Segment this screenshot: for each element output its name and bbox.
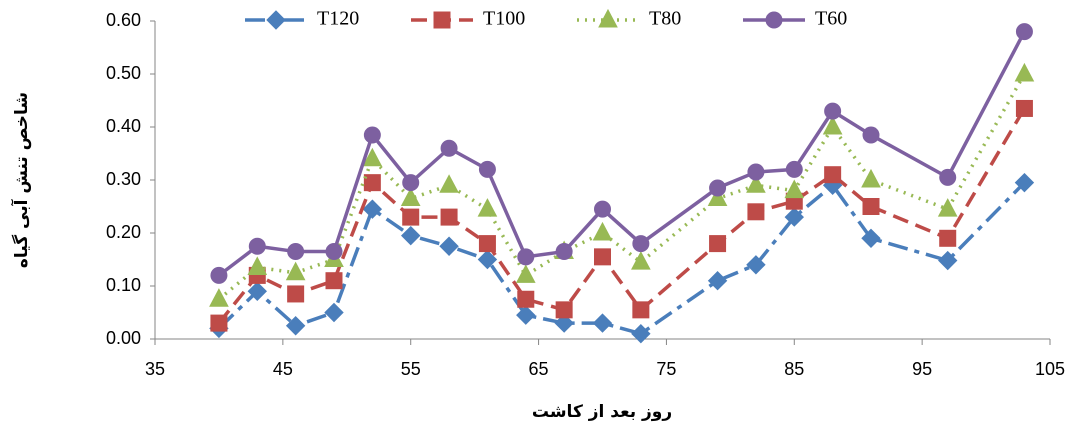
x-tick-label: 95: [912, 359, 932, 379]
data-point: [707, 187, 728, 207]
data-point: [632, 301, 650, 319]
data-point: [746, 255, 766, 275]
data-point: [362, 199, 383, 219]
data-point: [363, 126, 381, 144]
data-point: [517, 290, 535, 308]
data-point: [937, 198, 958, 217]
data-point: [709, 235, 727, 253]
data-point: [363, 174, 381, 192]
data-point: [401, 225, 421, 246]
legend-marker: [765, 11, 783, 29]
y-tick-label: 0.40: [106, 116, 141, 136]
x-tick-label: 45: [273, 359, 293, 379]
data-point: [209, 288, 229, 307]
data-point: [554, 313, 574, 333]
data-point: [747, 203, 765, 221]
data-point: [478, 160, 496, 178]
legend-label: T80: [649, 8, 681, 30]
data-point: [592, 221, 613, 241]
data-point: [517, 248, 535, 266]
data-point: [325, 272, 343, 290]
data-point: [861, 168, 881, 188]
x-tick-label: 65: [529, 359, 549, 379]
data-point: [939, 229, 957, 247]
y-tick-label: 0.10: [106, 275, 141, 295]
data-point: [861, 228, 881, 249]
data-point: [631, 251, 651, 270]
x-tick-label: 105: [1035, 359, 1065, 379]
data-point: [709, 179, 727, 197]
data-point: [747, 163, 765, 181]
data-point: [440, 208, 458, 226]
data-point: [592, 313, 613, 333]
data-point: [824, 166, 842, 184]
data-point: [784, 179, 805, 199]
data-point: [1015, 23, 1033, 41]
y-tick-label: 0.30: [106, 169, 141, 189]
data-point: [939, 168, 957, 186]
legend-marker: [266, 10, 286, 30]
data-point: [1015, 99, 1033, 117]
data-point: [631, 323, 651, 344]
data-point: [594, 248, 611, 266]
data-point: [862, 126, 880, 144]
data-point: [938, 250, 958, 271]
data-point: [477, 198, 498, 217]
data-point: [1014, 62, 1035, 82]
data-point: [746, 174, 766, 193]
data-point: [594, 200, 611, 218]
data-point: [516, 305, 536, 325]
data-point: [824, 102, 842, 120]
data-point: [862, 198, 880, 215]
data-point: [555, 301, 573, 319]
x-tick-label: 85: [784, 359, 804, 379]
data-point: [248, 237, 266, 255]
series-line: [217, 30, 1026, 277]
data-point: [247, 256, 268, 275]
data-point: [1014, 172, 1035, 193]
data-point: [324, 302, 344, 323]
data-point: [515, 264, 536, 283]
data-point: [287, 285, 305, 303]
data-point: [285, 261, 306, 281]
data-point: [402, 174, 420, 192]
data-point: [400, 187, 421, 207]
x-tick-label: 55: [401, 359, 421, 379]
data-point: [707, 270, 728, 291]
data-point: [439, 174, 459, 193]
data-point: [362, 147, 383, 167]
y-tick-label: 0.60: [106, 10, 141, 30]
data-point: [555, 243, 573, 261]
y-tick-label: 0.50: [106, 63, 141, 83]
legend-label: T100: [483, 8, 525, 30]
data-point: [287, 243, 305, 261]
legend-marker: [598, 8, 618, 28]
data-point: [210, 266, 228, 284]
data-point: [285, 316, 306, 336]
data-point: [632, 235, 650, 253]
y-tick-label: 0.00: [106, 328, 141, 348]
data-point: [439, 236, 459, 256]
legend-marker: [433, 11, 451, 29]
data-point: [247, 281, 267, 302]
legend-label: T120: [317, 8, 359, 30]
series-line: [217, 107, 1026, 325]
data-point: [210, 314, 228, 332]
data-point: [478, 235, 496, 253]
y-tick-label: 0.20: [106, 222, 141, 242]
y-axis-title: شاخص تنش آبی گیاه: [10, 92, 32, 268]
data-point: [325, 243, 343, 261]
x-tick-label: 35: [145, 359, 165, 379]
x-tick-label: 75: [656, 359, 676, 379]
data-point: [784, 207, 804, 227]
data-point: [477, 249, 498, 270]
legend-label: T60: [815, 8, 847, 30]
data-point: [402, 208, 420, 226]
data-point: [822, 115, 843, 135]
x-axis-title: روز بعد از کاشت: [532, 402, 672, 422]
data-point: [785, 160, 803, 178]
data-point: [440, 139, 458, 157]
